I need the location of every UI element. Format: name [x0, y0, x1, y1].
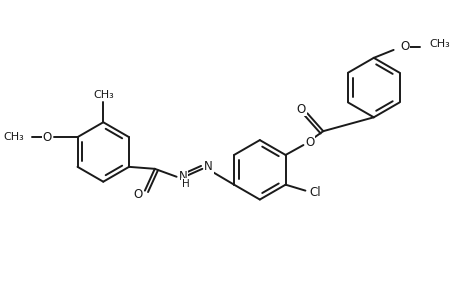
Text: O: O — [400, 40, 409, 53]
Text: H: H — [181, 179, 189, 189]
Text: CH₃: CH₃ — [3, 132, 24, 142]
Text: CH₃: CH₃ — [428, 39, 449, 49]
Text: O: O — [296, 103, 305, 116]
Text: Cl: Cl — [309, 186, 320, 199]
Text: CH₃: CH₃ — [93, 89, 113, 100]
Text: O: O — [42, 130, 52, 144]
Text: O: O — [133, 188, 142, 201]
Text: N: N — [204, 160, 213, 173]
Text: O: O — [305, 136, 314, 148]
Text: N: N — [178, 170, 187, 183]
